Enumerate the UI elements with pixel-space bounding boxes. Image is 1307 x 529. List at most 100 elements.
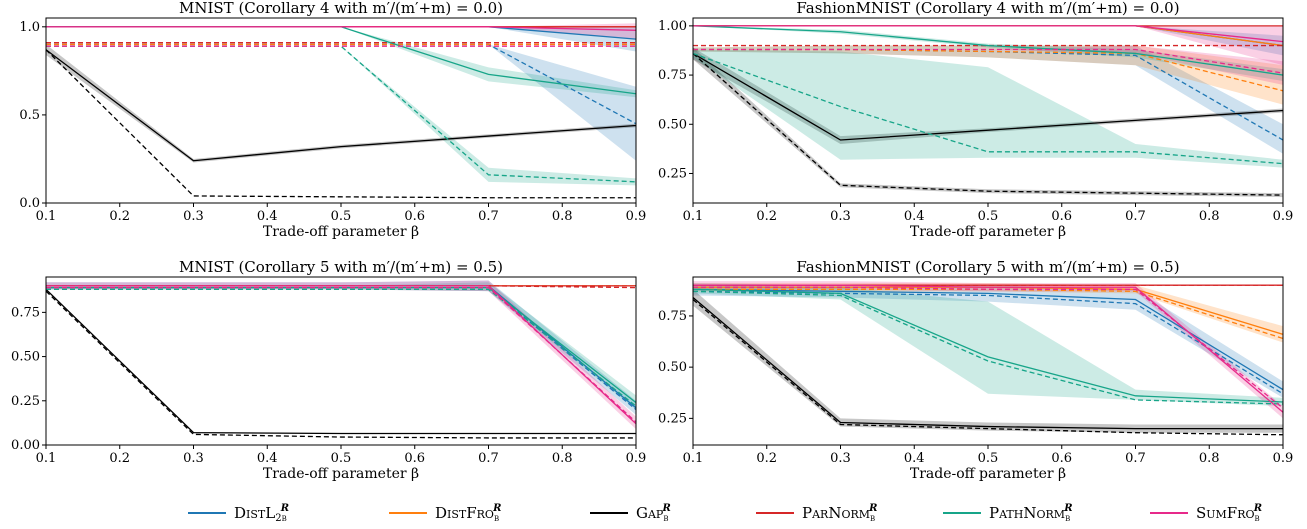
band-sumfro-solid (46, 23, 636, 40)
series-line-sumfro-dashed (693, 48, 1283, 74)
legend-sub-gap: β (663, 512, 669, 524)
x-tick-label: 0.1 (683, 451, 704, 466)
y-tick-label: 0.75 (11, 305, 40, 320)
series-line-pathnorm-solid (693, 288, 1283, 403)
series-line-sumfro-solid (46, 285, 636, 425)
series-line-gap-solid (46, 288, 636, 435)
x-tick-label: 0.6 (1051, 451, 1072, 466)
x-tick-label: 0.3 (830, 209, 851, 224)
y-tick-label: 1.00 (658, 19, 687, 34)
legend-label-parnorm: ParNorm (802, 503, 871, 522)
series-line-gap-dashed (46, 49, 636, 199)
legend-sup-pathnorm: R (1064, 502, 1073, 514)
x-tick-label: 0.8 (552, 451, 573, 466)
legend-sub-pathnorm: β (1065, 512, 1071, 524)
x-axis-label: Trade-off parameter β (910, 224, 1066, 240)
x-tick-label: 0.5 (978, 451, 999, 466)
chart-title: FashionMNIST (Corollary 5 with m′/(m′+m)… (796, 258, 1179, 276)
x-tick-label: 0.5 (978, 209, 999, 224)
x-tick-label: 0.9 (1273, 451, 1294, 466)
x-tick-label: 0.6 (404, 209, 425, 224)
x-tick-label: 0.9 (626, 451, 647, 466)
x-tick-label: 0.8 (552, 209, 573, 224)
series-line-sumfro-solid (46, 26, 636, 31)
legend-sup-gap: R (662, 502, 671, 514)
y-tick-label: 0.25 (658, 166, 687, 181)
series-line-gap-dashed (693, 52, 1283, 196)
x-tick-label: 0.3 (183, 209, 204, 224)
legend-label-gap: Gap (636, 503, 664, 522)
chart-panel-1: 0.1 0.2 0.3 0.4 0.5 0.6 0.7 0.8 0.9 0.0 0.5 1.0 Trad… (19, 0, 646, 240)
chart-title: MNIST (Corollary 5 with m′/(m′+m) = 0.5) (179, 258, 503, 276)
x-tick-label: 0.2 (109, 451, 130, 466)
x-tick-label: 0.9 (626, 209, 647, 224)
series-line-distl2-dashed (693, 290, 1283, 395)
x-tick-label: 0.2 (109, 209, 130, 224)
x-tick-label: 0.7 (478, 209, 499, 224)
band-distl2-solid (46, 280, 636, 415)
legend-label-distfro: DistFro (435, 503, 494, 522)
legend-item-pathnorm: PathNormβR (943, 500, 1073, 526)
legend-label-sumfro: SumFro (1196, 503, 1255, 522)
y-tick-label: 0.50 (658, 117, 687, 132)
plot-frame (45, 276, 637, 446)
plot-area (46, 280, 636, 439)
x-tick-label: 0.4 (904, 209, 925, 224)
x-tick-label: 0.5 (331, 209, 352, 224)
legend-item-distfro: DistFroβR (389, 500, 501, 526)
y-tick-label: 0.75 (658, 309, 687, 324)
y-tick-label: 0.5 (19, 108, 40, 123)
plot-area (693, 25, 1283, 198)
band-sumfro-solid (693, 25, 1283, 66)
legend-sub-distl2: 2β (275, 512, 287, 524)
plot-area (693, 281, 1283, 436)
x-tick-label: 0.8 (1199, 209, 1220, 224)
series-line-pathnorm-solid (693, 25, 1283, 76)
series-line-sumfro-dashed (46, 286, 636, 423)
x-axis-label: Trade-off parameter β (263, 466, 419, 482)
legend-swatch-gap (590, 512, 628, 514)
plot-area (46, 23, 636, 199)
y-tick-label: 0.0 (19, 196, 40, 211)
band-pathnorm-solid (693, 285, 1283, 407)
x-tick-label: 0.8 (1199, 451, 1220, 466)
y-tick-label: 0.00 (11, 438, 40, 453)
x-tick-label: 0.1 (36, 451, 57, 466)
legend-sup-sumfro: R (1253, 502, 1262, 514)
series-line-gap-solid (693, 296, 1283, 430)
y-tick-label: 0.50 (658, 360, 687, 375)
x-tick-label: 0.9 (1273, 209, 1294, 224)
series-line-sumfro-solid (693, 25, 1283, 43)
x-tick-label: 0.3 (830, 451, 851, 466)
x-tick-label: 0.3 (183, 451, 204, 466)
series-line-gap-dashed (693, 299, 1283, 436)
x-tick-label: 0.7 (478, 451, 499, 466)
legend-item-sumfro: SumFroβR (1150, 500, 1262, 526)
chart-title: FashionMNIST (Corollary 4 with m′/(m′+m)… (796, 0, 1179, 17)
x-tick-label: 0.1 (683, 209, 704, 224)
legend-swatch-pathnorm (943, 512, 981, 514)
series-line-sumfro-dashed (693, 286, 1283, 409)
band-sumfro-solid (46, 280, 636, 430)
series-line-gap-dashed (46, 290, 636, 439)
y-tick-label: 0.25 (658, 411, 687, 426)
series-line-pathnorm-dashed (46, 288, 636, 407)
band-distfro-dashed (693, 45, 1283, 105)
legend-sub-distfro: β (493, 512, 500, 524)
figure: 0.1 0.2 0.3 0.4 0.5 0.6 0.7 0.8 0.9 0.0 0.5 1.0 Trad… (11, 0, 1294, 482)
series-line-pathnorm-dashed (693, 52, 1283, 165)
legend-item-distl2: DistL2βR (188, 500, 289, 526)
x-tick-label: 0.4 (257, 209, 278, 224)
x-tick-label: 0.7 (1125, 209, 1146, 224)
x-tick-label: 0.7 (1125, 451, 1146, 466)
x-tick-label: 0.4 (257, 451, 278, 466)
chart-title: MNIST (Corollary 4 with m′/(m′+m) = 0.0) (179, 0, 503, 17)
legend-sup-distl2: R (280, 502, 290, 514)
x-tick-label: 0.2 (756, 451, 777, 466)
legend: DistL2βR DistFroβR GapβR ParNormβR PathN… (0, 500, 1307, 526)
legend-label-pathnorm: PathNorm (989, 503, 1066, 522)
x-tick-label: 0.1 (36, 209, 57, 224)
x-tick-label: 0.5 (331, 451, 352, 466)
x-axis-label: Trade-off parameter β (263, 224, 419, 240)
legend-sup-parnorm: R (869, 502, 878, 514)
